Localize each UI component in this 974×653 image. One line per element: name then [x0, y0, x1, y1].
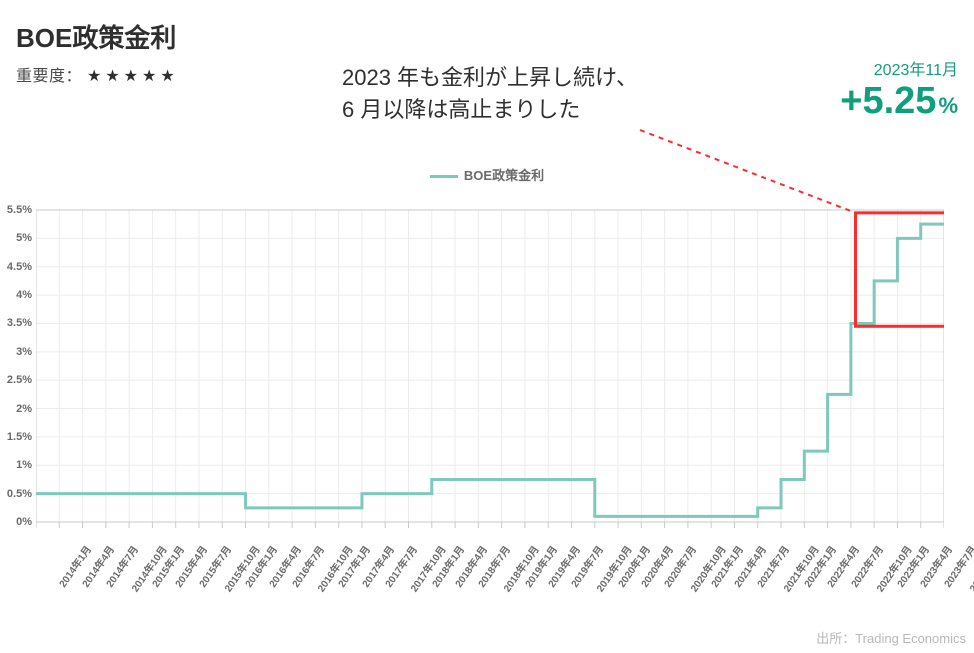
latest-value: 2023年11月 +5.25%: [840, 56, 958, 120]
annotation-text: 2023 年も金利が上昇し続け、 6 月以降は高止まりした: [342, 62, 638, 126]
importance-label: 重要度：: [16, 68, 82, 85]
percent-icon: %: [938, 93, 958, 118]
chart-area: 0%0.5%1%1.5%2%2.5%3%3.5%4%4.5%5%5.5%: [36, 190, 944, 530]
chart-legend: BOE政策金利: [0, 165, 974, 184]
importance: 重要度： ★★★★★: [16, 62, 179, 86]
y-tick-label: 3.5%: [0, 317, 32, 329]
legend-swatch: [430, 175, 458, 178]
latest-value-date: 2023年11月: [840, 56, 958, 80]
annotation-line-1: 2023 年も金利が上昇し続け、: [342, 62, 638, 94]
y-tick-label: 2%: [0, 403, 32, 415]
annotation-line-2: 6 月以降は高止まりした: [342, 94, 638, 126]
latest-value-figure: +5.25: [840, 80, 936, 122]
latest-value-number: +5.25%: [840, 82, 958, 120]
y-tick-label: 4.5%: [0, 261, 32, 273]
y-tick-label: 1.5%: [0, 431, 32, 443]
y-tick-label: 4%: [0, 289, 32, 301]
source-text: 出所：Trading Economics: [816, 628, 966, 647]
page-title: BOE政策金利: [16, 18, 176, 55]
y-tick-label: 3%: [0, 346, 32, 358]
y-tick-label: 0%: [0, 516, 32, 528]
y-tick-label: 2.5%: [0, 374, 32, 386]
legend-label: BOE政策金利: [464, 168, 544, 183]
y-tick-label: 5.5%: [0, 204, 32, 216]
y-tick-label: 1%: [0, 459, 32, 471]
y-tick-label: 5%: [0, 232, 32, 244]
y-tick-label: 0.5%: [0, 488, 32, 500]
x-axis-labels: 2014年1月2014年4月2014年7月2014年10月2015年1月2015…: [36, 540, 944, 630]
importance-stars: ★★★★★: [87, 68, 179, 85]
